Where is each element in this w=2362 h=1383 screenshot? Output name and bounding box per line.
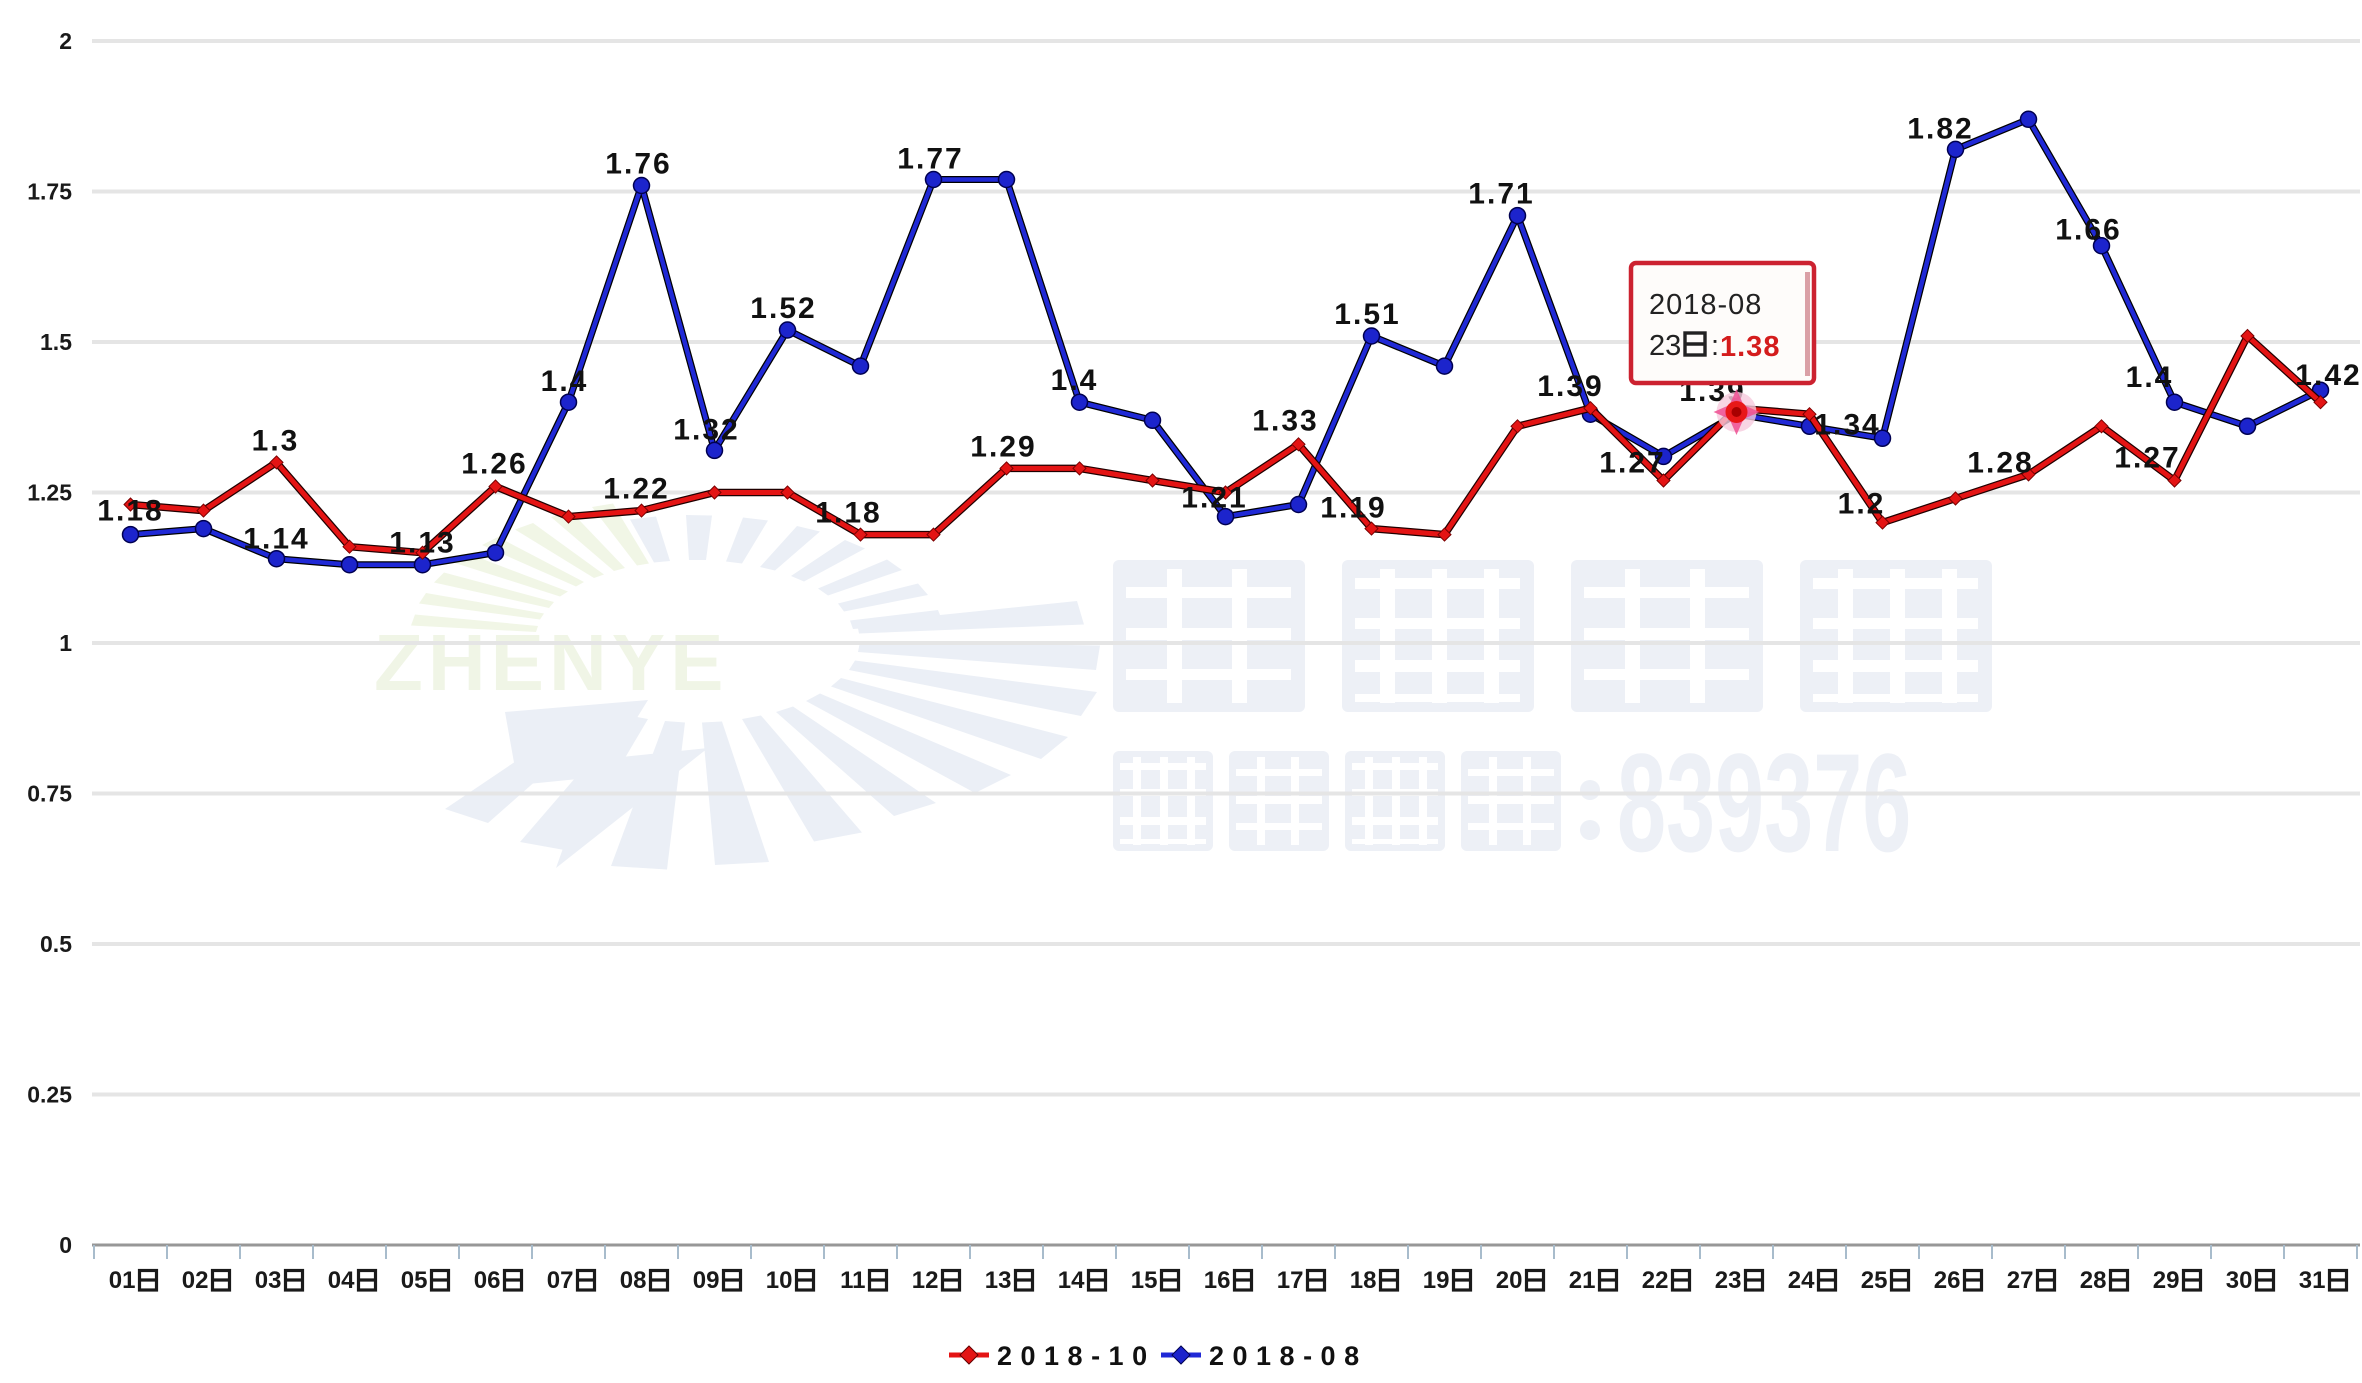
svg-text:28: 28: [2080, 1267, 2107, 1294]
svg-text:2: 2: [59, 28, 72, 54]
svg-text:23: 23: [1715, 1267, 1742, 1294]
svg-text:0.75: 0.75: [27, 781, 72, 807]
svg-text:1.32: 1.32: [673, 413, 739, 446]
svg-text:31: 31: [2299, 1267, 2326, 1294]
svg-text:1.2: 1.2: [1838, 488, 1886, 521]
svg-text:1.19: 1.19: [1320, 492, 1386, 525]
svg-text:19: 19: [1423, 1267, 1450, 1294]
svg-text:1.66: 1.66: [2055, 214, 2121, 247]
svg-text:30: 30: [2226, 1267, 2253, 1294]
svg-text:1: 1: [59, 630, 72, 656]
svg-text:1.4: 1.4: [1051, 364, 1099, 397]
svg-text:0.5: 0.5: [40, 931, 72, 957]
svg-text:07: 07: [547, 1267, 574, 1294]
svg-text:26: 26: [1934, 1267, 1961, 1294]
svg-text:0.25: 0.25: [27, 1082, 72, 1108]
svg-text:2018-10: 2018-10: [997, 1341, 1156, 1371]
svg-text:1.5: 1.5: [40, 329, 72, 355]
svg-text:1.14: 1.14: [243, 523, 309, 556]
svg-text:21: 21: [1569, 1267, 1596, 1294]
svg-text:27: 27: [2007, 1267, 2034, 1294]
svg-text::: :: [1711, 330, 1719, 362]
svg-text:17: 17: [1277, 1267, 1304, 1294]
svg-text:1.27: 1.27: [1599, 447, 1665, 480]
svg-text:1.76: 1.76: [605, 148, 671, 181]
svg-text:1.21: 1.21: [1181, 482, 1247, 515]
svg-text:22: 22: [1642, 1267, 1669, 1294]
svg-text:18: 18: [1350, 1267, 1377, 1294]
svg-text:29: 29: [2153, 1267, 2180, 1294]
svg-text:1.33: 1.33: [1252, 404, 1318, 437]
svg-text:03: 03: [255, 1267, 282, 1294]
svg-text:1.77: 1.77: [897, 143, 963, 176]
svg-text:24: 24: [1788, 1267, 1815, 1294]
svg-text:14: 14: [1058, 1267, 1085, 1294]
svg-text:10: 10: [766, 1267, 793, 1294]
svg-text:1.42: 1.42: [2295, 359, 2361, 392]
svg-text:1.34: 1.34: [1814, 408, 1880, 441]
svg-text:1.38: 1.38: [1720, 331, 1780, 363]
svg-text:1.51: 1.51: [1334, 298, 1400, 331]
svg-text:1.4: 1.4: [541, 365, 589, 398]
svg-text:1.25: 1.25: [27, 480, 72, 506]
svg-text:1.4: 1.4: [2126, 361, 2174, 394]
svg-text:01: 01: [109, 1267, 136, 1294]
svg-text:1.26: 1.26: [461, 448, 527, 481]
svg-text:13: 13: [985, 1267, 1012, 1294]
svg-text:11: 11: [840, 1267, 865, 1294]
svg-text:2018-08: 2018-08: [1649, 289, 1762, 321]
svg-text:1.52: 1.52: [750, 292, 816, 325]
svg-text:12: 12: [912, 1267, 939, 1294]
svg-text:1.75: 1.75: [27, 179, 72, 205]
svg-text:1.39: 1.39: [1537, 370, 1603, 403]
svg-text:15: 15: [1131, 1267, 1158, 1294]
svg-text:23: 23: [1649, 330, 1681, 362]
svg-text:1.28: 1.28: [1967, 446, 2033, 479]
svg-text:02: 02: [182, 1267, 209, 1294]
svg-text:25: 25: [1861, 1267, 1888, 1294]
svg-text:1.13: 1.13: [389, 527, 455, 560]
svg-text:839376: 839376: [1617, 724, 1911, 881]
svg-text:20: 20: [1496, 1267, 1523, 1294]
svg-text:08: 08: [620, 1267, 647, 1294]
svg-text:1.3: 1.3: [252, 424, 300, 457]
svg-text:ZHENYE: ZHENYE: [374, 618, 729, 707]
svg-text:1.29: 1.29: [970, 430, 1036, 463]
svg-text:0: 0: [59, 1232, 72, 1258]
svg-text:04: 04: [328, 1267, 355, 1294]
svg-text:1.18: 1.18: [815, 497, 881, 530]
svg-text:1.27: 1.27: [2114, 442, 2180, 475]
svg-text:1.18: 1.18: [97, 495, 163, 528]
svg-text:1.82: 1.82: [1907, 112, 1973, 145]
svg-text:06: 06: [474, 1267, 501, 1294]
svg-text:09: 09: [693, 1267, 720, 1294]
svg-text:1.22: 1.22: [603, 473, 669, 506]
svg-text:1.71: 1.71: [1468, 178, 1534, 211]
svg-text:2018-08: 2018-08: [1209, 1341, 1368, 1371]
svg-text:05: 05: [401, 1267, 428, 1294]
svg-text:16: 16: [1204, 1267, 1231, 1294]
